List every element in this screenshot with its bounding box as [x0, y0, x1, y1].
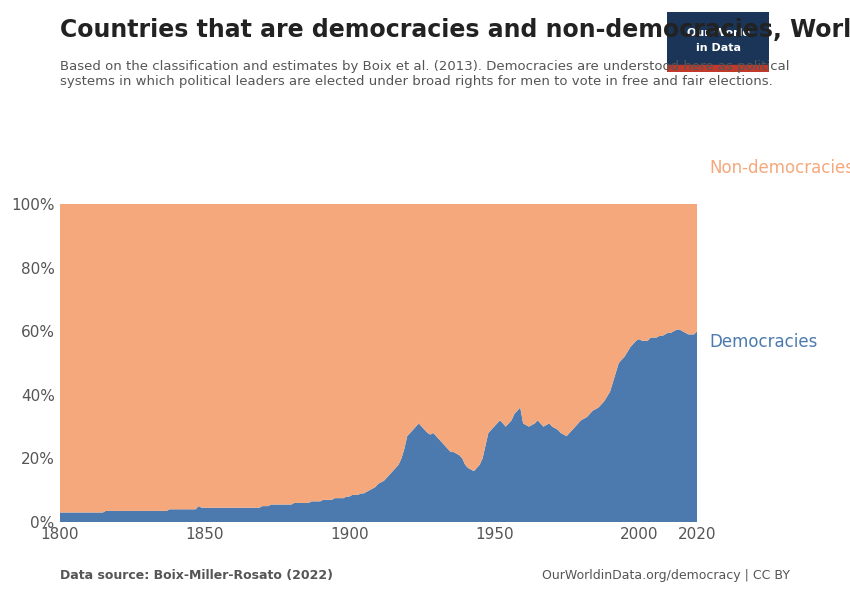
Text: Non-democracies: Non-democracies: [710, 159, 850, 177]
Bar: [667, 65, 769, 72]
Text: Based on the classification and estimates by Boix et al. (2013). Democracies are: Based on the classification and estimate…: [60, 60, 789, 88]
Text: Data source: Boix-Miller-Rosato (2022): Data source: Boix-Miller-Rosato (2022): [60, 569, 332, 582]
Text: Democracies: Democracies: [710, 333, 818, 351]
Text: Countries that are democracies and non-democracies, World: Countries that are democracies and non-d…: [60, 18, 850, 42]
Text: Our World: Our World: [687, 28, 750, 38]
Text: OurWorldinData.org/democracy | CC BY: OurWorldinData.org/democracy | CC BY: [542, 569, 790, 582]
Text: in Data: in Data: [696, 43, 740, 53]
